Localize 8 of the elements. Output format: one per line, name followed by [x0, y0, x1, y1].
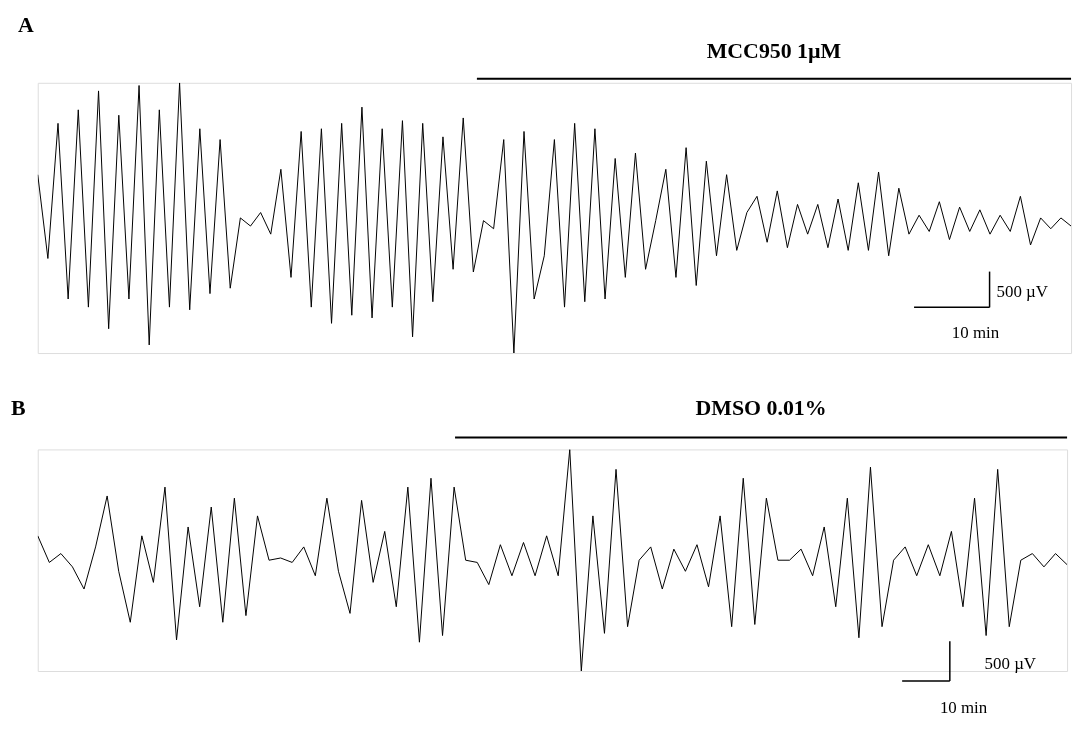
text: MCC950 1µM	[706, 38, 842, 63]
annotation: 500 µV	[984, 654, 1037, 674]
chart-title: B	[10, 395, 26, 420]
text: DMSO 0.01%	[695, 395, 827, 420]
chart-title: A	[17, 13, 34, 38]
text: 10 min	[939, 697, 988, 717]
annotation: 500 µV	[996, 282, 1048, 302]
annotation: 10 min	[951, 323, 1000, 343]
